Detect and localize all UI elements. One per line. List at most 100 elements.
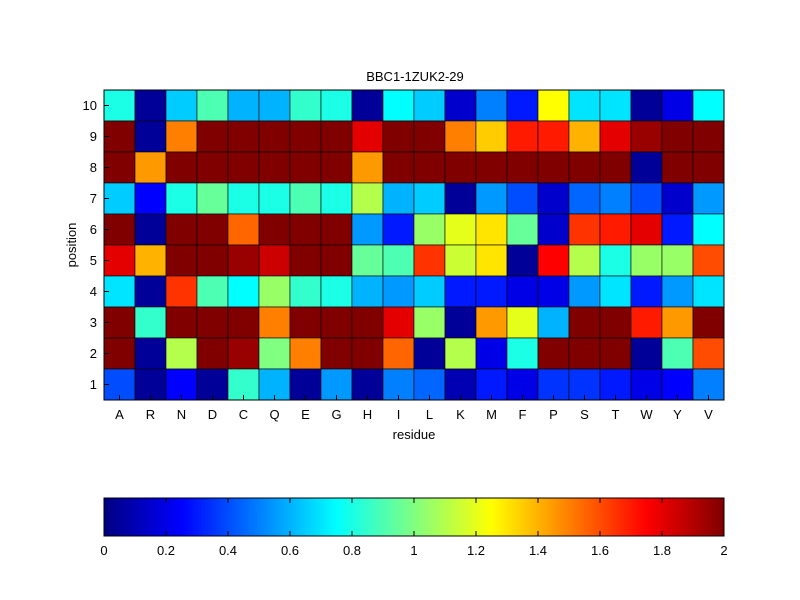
heatmap-cell: [506, 182, 539, 215]
heatmap-cell: [320, 244, 353, 277]
heatmap-cell: [692, 89, 725, 122]
heatmap-cell: [599, 306, 632, 339]
heatmap-cell: [568, 337, 601, 370]
heatmap-cell: [258, 182, 291, 215]
colorbar-tick-label: 1: [410, 543, 417, 558]
heatmap-cell: [475, 337, 508, 370]
heatmap-cell: [661, 244, 694, 277]
heatmap-cell: [630, 182, 663, 215]
x-axis-label: residue: [393, 427, 436, 442]
heatmap-cell: [134, 337, 167, 370]
heatmap-cell: [661, 275, 694, 308]
heatmap-cell: [506, 244, 539, 277]
heatmap-cell: [599, 182, 632, 215]
colorbar-ticks: 0 0.2 0.4 0.6 0.8 1 1.2 1.4 1.6 1.8 2: [100, 498, 728, 558]
heatmap-cell: [289, 275, 322, 308]
heatmap-cell: [444, 337, 477, 370]
y-tick-label: 8: [90, 160, 97, 175]
heatmap-cell: [444, 244, 477, 277]
heatmap-cell: [196, 337, 229, 370]
heatmap-cell: [537, 151, 570, 184]
x-tick-label: E: [301, 407, 310, 422]
heatmap-cell: [289, 337, 322, 370]
colorbar-tick-label: 0.6: [281, 543, 299, 558]
heatmap-cell: [196, 306, 229, 339]
heatmap-cell: [289, 213, 322, 246]
heatmap-cell: [599, 89, 632, 122]
heatmap-cell: [692, 120, 725, 153]
heatmap-cell: [196, 213, 229, 246]
heatmap-cell: [568, 182, 601, 215]
y-tick-label: 9: [90, 129, 97, 144]
heatmap-cell: [165, 306, 198, 339]
x-tick-label: M: [486, 407, 497, 422]
heatmap-cell: [165, 182, 198, 215]
x-tick-label: H: [363, 407, 372, 422]
heatmap-cell: [196, 151, 229, 184]
heatmap-cell: [599, 213, 632, 246]
x-tick-label: S: [580, 407, 589, 422]
colorbar-tick-label: 0: [100, 543, 107, 558]
heatmap-cell: [692, 275, 725, 308]
heatmap-cell: [475, 244, 508, 277]
heatmap-cell: [444, 151, 477, 184]
heatmap-cell: [165, 213, 198, 246]
heatmap-cell: [227, 244, 260, 277]
x-tick-label: Y: [673, 407, 682, 422]
heatmap-cell: [630, 120, 663, 153]
y-tick-label: 4: [90, 284, 97, 299]
heatmap-cell: [475, 306, 508, 339]
heatmap-cell: [103, 120, 136, 153]
heatmap-cell: [444, 89, 477, 122]
heatmap-cell: [413, 337, 446, 370]
heatmap-cell: [258, 89, 291, 122]
heatmap-cell: [227, 368, 260, 401]
heatmap-cell: [506, 275, 539, 308]
heatmap-cell: [661, 368, 694, 401]
heatmap-cell: [196, 244, 229, 277]
colorbar: 0 0.2 0.4 0.6 0.8 1 1.2 1.4 1.6 1.8 2: [100, 497, 728, 558]
heatmap-cell: [661, 182, 694, 215]
heatmap-cell: [630, 275, 663, 308]
heatmap-cell: [444, 182, 477, 215]
heatmap-cell: [506, 120, 539, 153]
heatmap-cell: [103, 151, 136, 184]
heatmap-cell: [692, 182, 725, 215]
heatmap-cell: [165, 120, 198, 153]
heatmap-cell: [475, 120, 508, 153]
heatmap-cell: [382, 182, 415, 215]
heatmap-cell: [506, 89, 539, 122]
y-tick-label: 1: [90, 377, 97, 392]
heatmap-cell: [506, 306, 539, 339]
heatmap-cell: [258, 120, 291, 153]
heatmap-cell: [537, 244, 570, 277]
heatmap-cell: [630, 306, 663, 339]
heatmap-cell: [165, 275, 198, 308]
heatmap-cell: [227, 151, 260, 184]
heatmap-cell: [320, 306, 353, 339]
colorbar-tick-label: 1.2: [467, 543, 485, 558]
heatmap-cell: [258, 151, 291, 184]
heatmap-cell: [382, 275, 415, 308]
heatmap-cell: [134, 89, 167, 122]
x-tick-label: W: [640, 407, 653, 422]
heatmap-cell: [258, 275, 291, 308]
heatmap-cell: [196, 275, 229, 308]
heatmap-cell: [134, 151, 167, 184]
heatmap-cell: [103, 368, 136, 401]
heatmap-cell: [537, 120, 570, 153]
x-tick-label: I: [397, 407, 401, 422]
x-tick-label: G: [331, 407, 341, 422]
heatmap-cell: [382, 306, 415, 339]
heatmap-cell: [227, 89, 260, 122]
heatmap-cell: [320, 368, 353, 401]
heatmap-cell: [475, 151, 508, 184]
y-tick-label: 7: [90, 191, 97, 206]
colorbar-tick-label: 1.6: [591, 543, 609, 558]
heatmap-cell: [382, 151, 415, 184]
heatmap-cell: [599, 337, 632, 370]
heatmap-cell: [506, 337, 539, 370]
heatmap-cell: [599, 151, 632, 184]
heatmap-cell: [134, 182, 167, 215]
